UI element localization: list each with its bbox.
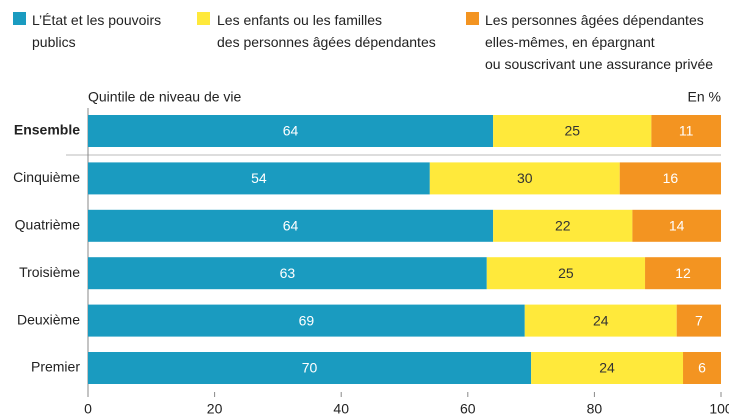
- bar-segment: [486, 257, 646, 290]
- bar-segment: [88, 304, 525, 337]
- x-tick-label: 100: [709, 401, 729, 417]
- bar-segment: [88, 209, 494, 242]
- x-tick-label: 40: [333, 401, 349, 417]
- x-tick-label: 0: [84, 401, 92, 417]
- bar-segment: [619, 162, 721, 195]
- data-label: 64: [283, 123, 299, 139]
- legend-swatch: [13, 12, 26, 25]
- data-label: 24: [593, 312, 609, 328]
- x-tick-label: 80: [587, 401, 603, 417]
- legend-swatch: [466, 12, 479, 25]
- data-label: 69: [299, 312, 315, 328]
- data-label: 11: [679, 123, 694, 139]
- bar-segment: [632, 209, 721, 242]
- bar-segment: [676, 304, 721, 337]
- data-label: 64: [283, 218, 299, 234]
- data-label: 6: [698, 360, 706, 376]
- data-label: 25: [558, 265, 574, 281]
- bar-segment: [493, 209, 633, 242]
- legend-label: L’État et les pouvoirs publics: [32, 12, 162, 50]
- data-label: 16: [663, 170, 679, 186]
- category-label: Quatrième: [15, 217, 81, 233]
- data-label: 30: [517, 170, 533, 186]
- data-label: 22: [555, 218, 571, 234]
- axis-title: Quintile de niveau de vie: [88, 89, 242, 105]
- bar-segment: [531, 352, 684, 384]
- data-label: 12: [675, 265, 691, 281]
- bar-segment: [88, 352, 532, 384]
- x-tick-label: 60: [460, 401, 476, 417]
- bar-segment: [524, 304, 677, 337]
- data-label: 25: [564, 123, 580, 139]
- category-label: Troisième: [19, 264, 80, 280]
- bar-segment: [88, 257, 487, 290]
- bar-segment: [683, 352, 721, 384]
- data-label: 24: [599, 360, 615, 376]
- legend-label: Les personnes âgées dépendantes elles-mê…: [485, 12, 714, 72]
- category-label: Deuxième: [17, 311, 80, 327]
- bar-segment: [429, 162, 620, 195]
- data-label: 7: [695, 312, 703, 328]
- x-tick-label: 20: [207, 401, 223, 417]
- unit-label: En %: [688, 89, 721, 105]
- bar-segment: [88, 115, 494, 147]
- category-label: Premier: [31, 359, 80, 375]
- bar-segment: [651, 115, 721, 147]
- data-label: 14: [669, 218, 685, 234]
- category-label: Ensemble: [14, 122, 80, 138]
- bar-segment: [88, 162, 430, 195]
- data-label: 70: [302, 360, 318, 376]
- data-label: 54: [251, 170, 267, 186]
- data-label: 63: [280, 265, 296, 281]
- legend-swatch: [197, 12, 210, 25]
- legend-label: Les enfants ou les familles des personne…: [217, 12, 436, 50]
- bar-segment: [493, 115, 652, 147]
- bar-segment: [645, 257, 721, 290]
- category-label: Cinquième: [13, 169, 80, 185]
